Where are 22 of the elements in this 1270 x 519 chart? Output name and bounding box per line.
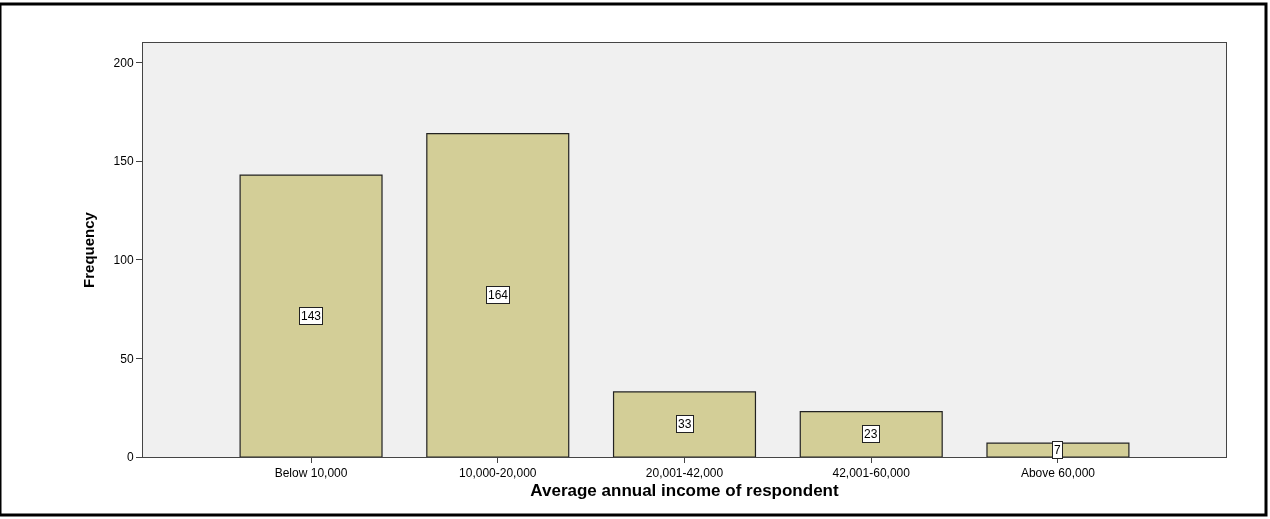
data-label: 23 [864,427,878,441]
y-tick-label: 0 [126,450,134,465]
bar [986,442,1130,457]
data-label: 164 [488,288,509,302]
bar [239,174,383,457]
x-tick-label: 20,001-42,000 [645,466,724,481]
y-tick-label: 100 [113,253,134,268]
bar [426,133,570,457]
data-label: 33 [678,417,692,431]
y-axis-title: Frequency [79,211,97,288]
y-tick-label: 150 [113,154,134,169]
y-tick-label: 50 [120,351,134,366]
x-axis-title: Average annual income of respondent [530,480,839,500]
x-tick-label: Above 60,000 [1020,466,1096,481]
y-tick-label: 200 [113,55,134,70]
x-tick-label: Below 10,000 [274,466,348,481]
bar [799,411,943,457]
data-label: 7 [1054,443,1061,457]
x-tick-label: 42,001-60,000 [832,466,911,481]
data-label: 143 [301,309,322,323]
x-tick-label: 10,000-20,000 [459,466,537,481]
bar [612,391,757,457]
